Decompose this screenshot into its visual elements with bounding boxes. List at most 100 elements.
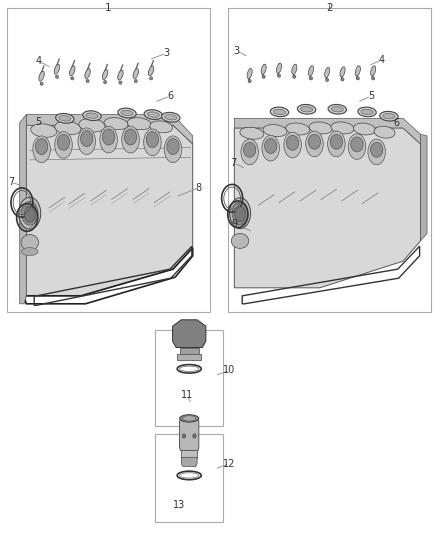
Ellipse shape [70, 66, 75, 76]
Ellipse shape [55, 121, 81, 135]
Ellipse shape [325, 78, 328, 82]
Ellipse shape [55, 132, 72, 158]
Polygon shape [180, 418, 199, 450]
Ellipse shape [164, 136, 182, 163]
Ellipse shape [100, 126, 117, 153]
Ellipse shape [40, 82, 43, 85]
Ellipse shape [144, 129, 161, 156]
Ellipse shape [261, 64, 266, 75]
Ellipse shape [308, 66, 314, 76]
Ellipse shape [247, 68, 252, 79]
Ellipse shape [340, 67, 345, 77]
Polygon shape [234, 118, 420, 144]
Ellipse shape [278, 74, 281, 77]
Ellipse shape [165, 115, 177, 120]
Ellipse shape [119, 81, 122, 84]
Bar [7, 8, 210, 312]
Ellipse shape [54, 64, 60, 74]
Ellipse shape [248, 79, 251, 83]
Ellipse shape [146, 132, 159, 148]
Ellipse shape [353, 123, 375, 135]
Text: 7: 7 [8, 177, 14, 187]
Ellipse shape [270, 107, 289, 117]
Bar [155, 434, 223, 522]
Ellipse shape [39, 71, 44, 81]
Ellipse shape [144, 110, 162, 119]
Text: 3: 3 [163, 49, 170, 58]
Text: 3: 3 [233, 46, 240, 55]
Ellipse shape [57, 134, 70, 150]
Text: 5: 5 [35, 117, 42, 126]
Ellipse shape [286, 135, 299, 150]
Ellipse shape [356, 77, 359, 80]
Ellipse shape [183, 416, 196, 421]
Ellipse shape [21, 235, 39, 251]
Ellipse shape [292, 64, 297, 75]
Ellipse shape [284, 132, 301, 158]
Ellipse shape [276, 63, 282, 74]
Ellipse shape [262, 75, 265, 78]
Polygon shape [20, 115, 26, 304]
Ellipse shape [118, 70, 123, 80]
Ellipse shape [240, 127, 264, 139]
Ellipse shape [371, 142, 383, 157]
Ellipse shape [374, 126, 395, 138]
Ellipse shape [328, 104, 346, 114]
Bar [155, 330, 223, 426]
Ellipse shape [122, 126, 139, 153]
Ellipse shape [241, 139, 258, 165]
Ellipse shape [121, 110, 133, 116]
Ellipse shape [308, 134, 321, 149]
Ellipse shape [35, 139, 48, 155]
Text: 8: 8 [196, 183, 202, 192]
Ellipse shape [133, 69, 138, 78]
Polygon shape [180, 348, 199, 356]
Ellipse shape [103, 80, 106, 84]
Text: 4: 4 [35, 56, 42, 66]
Ellipse shape [21, 201, 38, 225]
Ellipse shape [147, 112, 159, 117]
Ellipse shape [56, 114, 74, 123]
Text: 11: 11 [180, 391, 193, 400]
Ellipse shape [355, 66, 360, 76]
Ellipse shape [273, 109, 286, 115]
Ellipse shape [86, 113, 98, 118]
Ellipse shape [79, 118, 105, 132]
Ellipse shape [127, 118, 151, 130]
Ellipse shape [371, 66, 376, 76]
Ellipse shape [244, 142, 256, 157]
Ellipse shape [102, 70, 108, 79]
Ellipse shape [325, 67, 330, 78]
Ellipse shape [83, 111, 101, 120]
Ellipse shape [25, 206, 35, 222]
Ellipse shape [150, 121, 173, 133]
Ellipse shape [297, 104, 316, 114]
Polygon shape [26, 115, 193, 144]
Ellipse shape [328, 131, 345, 157]
Ellipse shape [383, 114, 395, 119]
Ellipse shape [180, 415, 199, 422]
Polygon shape [420, 134, 427, 241]
Ellipse shape [232, 201, 248, 225]
Polygon shape [177, 354, 201, 360]
Ellipse shape [330, 134, 343, 149]
Ellipse shape [371, 77, 375, 80]
Ellipse shape [331, 122, 354, 134]
Text: 9: 9 [232, 219, 238, 229]
Ellipse shape [85, 69, 90, 78]
Ellipse shape [118, 108, 136, 118]
Ellipse shape [300, 107, 313, 112]
Ellipse shape [59, 116, 71, 121]
Ellipse shape [231, 233, 249, 248]
Text: 10: 10 [223, 366, 236, 375]
Ellipse shape [380, 111, 398, 121]
Text: 4: 4 [379, 55, 385, 64]
Polygon shape [181, 457, 197, 466]
Polygon shape [173, 320, 206, 348]
Ellipse shape [309, 77, 312, 80]
Ellipse shape [81, 131, 93, 147]
Ellipse shape [265, 139, 277, 154]
Ellipse shape [263, 125, 287, 136]
Text: 5: 5 [368, 91, 374, 101]
Ellipse shape [55, 75, 59, 78]
